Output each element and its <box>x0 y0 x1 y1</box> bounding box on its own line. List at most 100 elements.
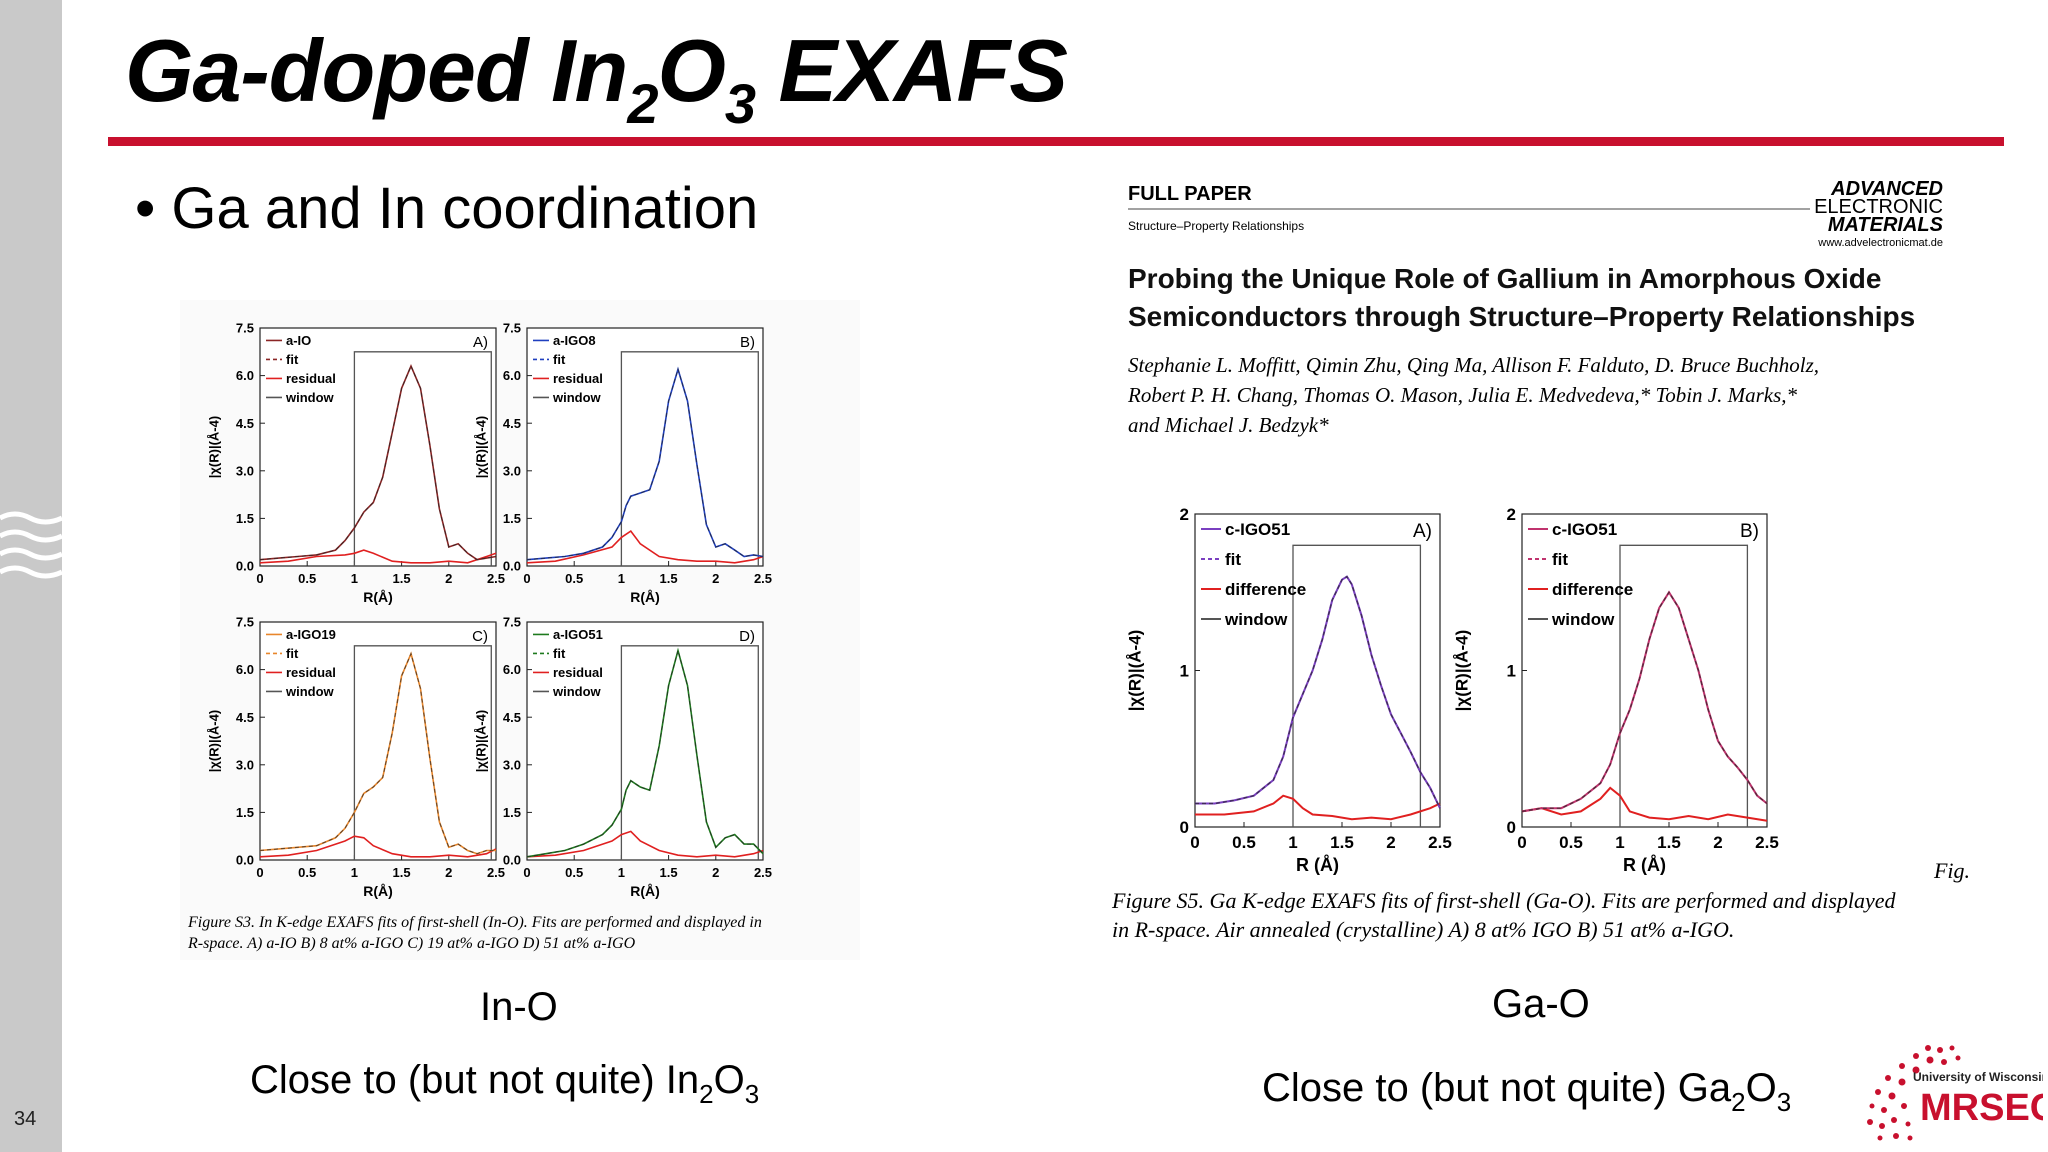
x-tick-label: 0 <box>256 571 263 586</box>
figure-s3-caption-line2: R-space. A) a-IO B) 8 at% a-IGO C) 19 at… <box>187 935 636 952</box>
y-tick-label: 0.0 <box>236 559 254 574</box>
chart-5: 0 0.5 1 1.5 2 2.5 0 1 2 R (Å) |χ(R)|(Å-4) B) c-IGO51… <box>1453 505 1779 875</box>
chart-1: 0 0.5 1 1.5 2 2.50.01.53.04.56.07.5R(Å)|χ(R)|… <box>473 321 772 605</box>
y-tick-label: 1.5 <box>503 511 521 526</box>
legend-label: c-IGO51 <box>1225 520 1290 539</box>
x-tick-label: 2 <box>712 571 719 586</box>
y-tick-label: 4.5 <box>503 710 521 725</box>
legend-label: residual <box>553 665 603 680</box>
left-note: Close to (but not quite) In2O3 <box>250 1058 759 1109</box>
left-note-sub2: 3 <box>744 1079 760 1109</box>
figure-s5-panel: FULL PAPER Structure–Property Relationsh… <box>1110 162 1985 962</box>
figure-s3-panel: 0 0.5 1 1.5 2 2.50.01.53.04.56.07.5R(Å)|χ(R)|… <box>180 300 860 960</box>
left-note-o: O <box>713 1058 745 1102</box>
plot-frame <box>1521 513 1768 828</box>
x-tick-label: 2.5 <box>754 865 772 880</box>
legend-label: window <box>1224 610 1288 629</box>
title-end: EXAFS <box>755 21 1068 120</box>
x-tick-label: 0.5 <box>298 865 316 880</box>
x-tick-label: 2 <box>1713 833 1722 852</box>
legend-label: fit <box>286 352 299 367</box>
chart-3: 0 0.5 1 1.5 2 2.50.01.53.04.56.07.5R(Å)|χ(R)|… <box>473 615 772 899</box>
plot-frame <box>259 327 497 567</box>
x-axis-label: R (Å) <box>1623 855 1666 875</box>
paper-section: Structure–Property Relationships <box>1128 219 1304 233</box>
panel-label: B) <box>1740 521 1759 542</box>
journal-name-3: MATERIALS <box>1828 214 1944 236</box>
right-caption: Ga-O <box>1492 982 1590 1026</box>
mrsec-logo: University of Wisconsin MRSEC <box>1867 1045 2043 1141</box>
x-tick-label: 1.5 <box>393 571 411 586</box>
paper-title-line1: Probing the Unique Role of Gallium in Am… <box>1128 263 1881 294</box>
y-tick-label: 0.0 <box>236 853 254 868</box>
legend-label: a-IO <box>286 333 311 348</box>
x-tick-label: 0 <box>1517 833 1526 852</box>
legend-label: window <box>552 390 602 405</box>
legend-label: window <box>1551 610 1615 629</box>
window-line <box>1292 544 1422 827</box>
residual-line <box>526 830 764 858</box>
window-line <box>620 645 759 860</box>
x-tick-label: 1 <box>618 571 625 586</box>
journal-name-1: ADVANCED <box>1830 178 1943 200</box>
y-tick-label: 0.0 <box>503 853 521 868</box>
x-tick-label: 0.5 <box>565 865 583 880</box>
residual-line <box>1195 794 1441 821</box>
x-tick-label: 1.5 <box>1330 833 1354 852</box>
figure-s5-caption-line2: in R-space. Air annealed (crystalline) A… <box>1112 917 1734 942</box>
x-tick-label: 1.5 <box>660 571 678 586</box>
legend-label: window <box>285 390 335 405</box>
chart-0: 0 0.5 1 1.5 2 2.5 0.0 1.5 3.0 4.5 6.0 7.5 R(Å) |χ(R)|… <box>206 321 505 605</box>
panel-label: B) <box>740 334 755 351</box>
x-tick-label: 0 <box>523 571 530 586</box>
fit-line <box>526 367 764 561</box>
legend-label: residual <box>553 371 603 386</box>
right-note-sub2: 3 <box>1776 1087 1792 1117</box>
x-tick-label: 2.5 <box>487 865 505 880</box>
legend-label: fit <box>1552 550 1568 569</box>
y-axis-label: |χ(R)|(Å-4) <box>1453 630 1472 712</box>
x-tick-label: 1 <box>351 865 358 880</box>
chart-2: 0 0.5 1 1.5 2 2.5 0.0 1.5 3.0 4.5 6.0 7.5 R(Å) |χ(R)|… <box>206 615 505 899</box>
residual-line <box>259 549 497 564</box>
x-tick-label: 0 <box>256 865 263 880</box>
y-tick-label: 2 <box>1507 505 1516 524</box>
x-tick-label: 0.5 <box>1232 833 1256 852</box>
y-tick-label: 7.5 <box>236 321 254 336</box>
window-line <box>353 645 492 860</box>
y-tick-label: 6.0 <box>503 368 521 383</box>
legend-label: a-IGO8 <box>553 333 596 348</box>
legend-label: c-IGO51 <box>1552 520 1617 539</box>
paper-label: FULL PAPER <box>1128 183 1252 205</box>
y-tick-label: 7.5 <box>236 615 254 630</box>
y-tick-label: 4.5 <box>236 416 254 431</box>
x-tick-label: 2.5 <box>754 571 772 586</box>
fit-line <box>1195 575 1441 809</box>
plot-frame <box>1194 513 1441 828</box>
title-underline <box>108 137 2004 146</box>
title-o: O <box>657 21 725 120</box>
x-tick-label: 2 <box>712 865 719 880</box>
x-axis-label: R(Å) <box>630 883 660 899</box>
y-tick-label: 1.5 <box>236 805 254 820</box>
y-tick-label: 3.0 <box>236 463 254 478</box>
legend-label: difference <box>1225 580 1306 599</box>
plot-frame <box>526 621 764 861</box>
y-tick-label: 2 <box>1180 505 1189 524</box>
y-tick-label: 1 <box>1507 661 1516 680</box>
x-tick-label: 0.5 <box>565 571 583 586</box>
x-tick-label: 1.5 <box>1657 833 1681 852</box>
x-tick-label: 1 <box>351 571 358 586</box>
logo-university: University of Wisconsin <box>1913 1070 2043 1084</box>
plot-frame <box>259 621 497 861</box>
wave-decoration <box>0 511 62 579</box>
y-tick-label: 4.5 <box>503 416 521 431</box>
y-tick-label: 0.0 <box>503 559 521 574</box>
x-tick-label: 1.5 <box>393 865 411 880</box>
y-axis-label: |χ(R)|(Å-4) <box>1126 630 1145 712</box>
right-note-o: O <box>1745 1066 1777 1110</box>
legend-label: residual <box>286 665 336 680</box>
plot-frame <box>526 327 764 567</box>
legend-label: a-IGO19 <box>286 627 336 642</box>
y-tick-label: 3.0 <box>503 757 521 772</box>
